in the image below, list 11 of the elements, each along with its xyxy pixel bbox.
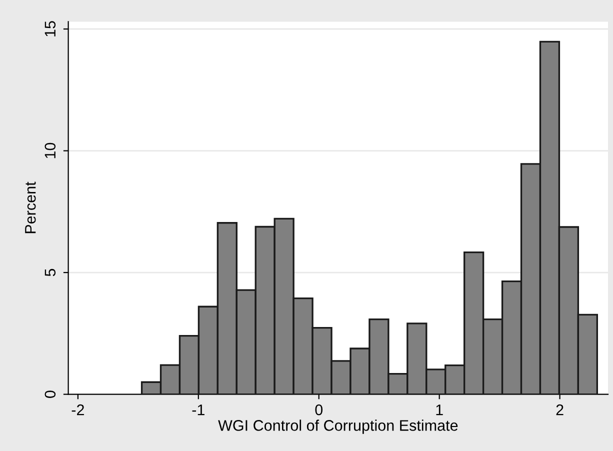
x-tick-label: -2: [72, 404, 84, 416]
x-axis-title: WGI Control of Corruption Estimate: [218, 420, 458, 434]
y-tick-label: 5: [44, 268, 56, 276]
y-tick-label: 0: [44, 390, 56, 398]
y-tick-label: 15: [44, 21, 56, 36]
y-axis-title: Percent: [25, 182, 36, 234]
x-tick-label: -1: [192, 404, 204, 416]
y-tick-label: 10: [44, 142, 56, 158]
x-tick-label: 2: [556, 404, 564, 416]
x-tick-label: 1: [436, 404, 443, 416]
x-tick-label: 0: [315, 404, 323, 416]
